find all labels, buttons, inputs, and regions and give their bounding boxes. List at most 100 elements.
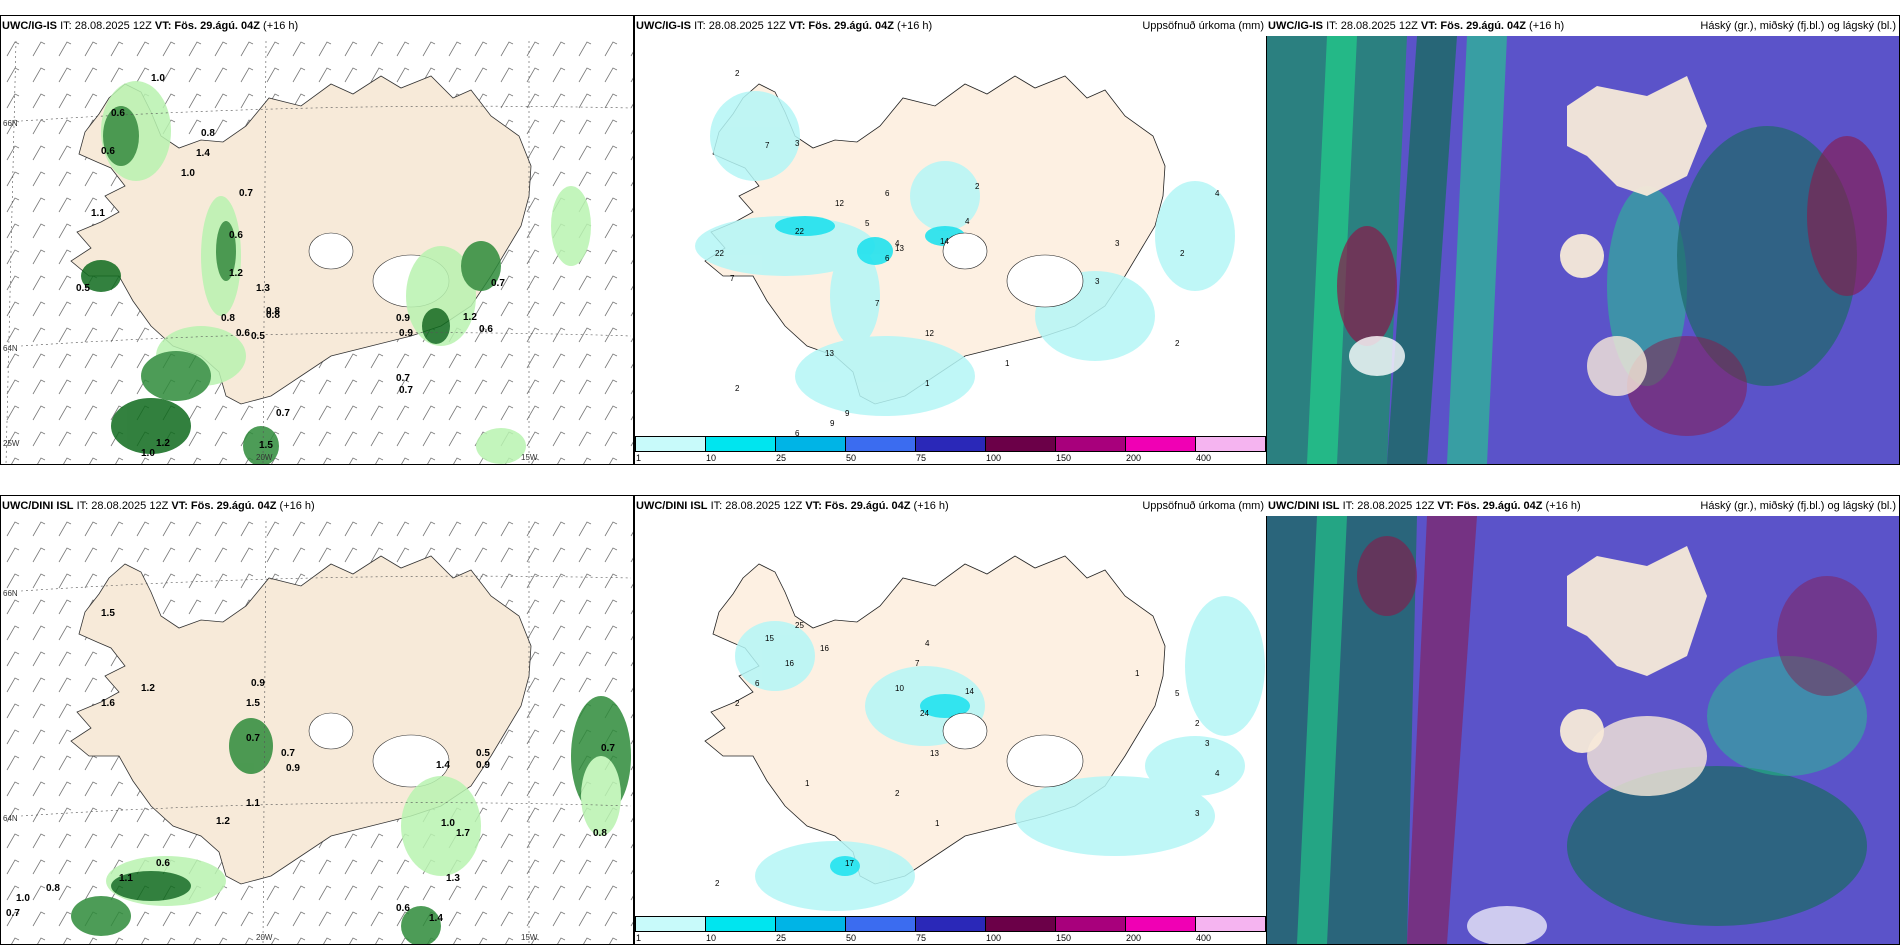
colorbar-tick: 50 — [846, 933, 857, 943]
colorbar-segment — [985, 916, 1056, 932]
accum-value: 2 — [1175, 339, 1180, 348]
precip-value: 1.0 — [441, 818, 455, 829]
accum-value: 17 — [845, 859, 854, 868]
accum-value: 12 — [925, 329, 934, 338]
colorbar-segment — [915, 436, 986, 452]
accum-value: 2 — [1180, 249, 1185, 258]
map-clouds — [1267, 516, 1899, 944]
accum-value: 3 — [1205, 739, 1210, 748]
colorbar-tick: 100 — [986, 933, 1002, 943]
precip-value: 0.9 — [251, 678, 265, 689]
lon-label-15: 15W — [521, 933, 538, 942]
precip-value: 0.6 — [479, 324, 493, 335]
model-name: UWC/IG-IS — [1268, 20, 1323, 32]
precip-value: 0.5 — [476, 748, 490, 759]
valid-time: VT: Fös. 29.ágú. 04Z — [788, 20, 894, 32]
precip-value: 1.0 — [16, 893, 30, 904]
lead-time: (+16 h) — [894, 20, 933, 32]
accum-value: 7 — [765, 141, 770, 150]
precip-value: 0.7 — [399, 385, 413, 396]
colorbar-segment — [915, 916, 986, 932]
valid-time: VT: Fös. 29.ágú. 04Z — [154, 20, 260, 32]
accum-value: 25 — [795, 621, 804, 630]
precip-value: 1.5 — [246, 698, 260, 709]
accum-value: 6 — [755, 679, 760, 688]
panel-header: UWC/DINI ISL IT: 28.08.2025 12Z VT: Fös.… — [635, 496, 1267, 516]
panel-field-title: Háský (gr.), miðský (fj.bl.) og lágský (… — [1700, 20, 1896, 32]
panel-clouds-bottom: UWC/DINI ISL IT: 28.08.2025 12Z VT: Fös.… — [1266, 495, 1900, 945]
valid-time: VT: Fös. 29.ágú. 04Z — [805, 500, 911, 512]
lon-label-15: 15W — [521, 453, 538, 462]
accum-value: 13 — [895, 244, 904, 253]
precip-value: 0.6 — [396, 903, 410, 914]
panel-field-title: Háský (gr.), miðský (fj.bl.) og lágský (… — [1700, 500, 1896, 512]
precip-value: 0.7 — [491, 278, 505, 289]
colorbar-tick: 150 — [1056, 933, 1072, 943]
accum-value: 4 — [925, 639, 930, 648]
precip-value: 1.1 — [91, 208, 105, 219]
precip-value: 0.7 — [6, 908, 20, 919]
colorbar-segment — [1125, 436, 1196, 452]
panel-precip-wind-bottom: UWC/DINI ISL IT: 28.08.2025 12Z VT: Fös.… — [0, 495, 634, 945]
accum-value: 4 — [1215, 189, 1220, 198]
accum-value: 6 — [885, 254, 890, 263]
panel-accum-precip-top: UWC/IG-IS IT: 28.08.2025 12Z VT: Fös. 29… — [634, 15, 1268, 465]
panel-field-title: Uppsöfnuð úrkoma (mm) — [1142, 20, 1264, 32]
colorbar-segment — [1125, 916, 1196, 932]
accum-value: 6 — [795, 429, 800, 438]
init-time: IT: 28.08.2025 12Z — [694, 20, 789, 32]
precip-value: 0.9 — [396, 313, 410, 324]
precip-value: 0.9 — [476, 760, 490, 771]
colorbar-tick: 50 — [846, 453, 857, 463]
precip-value: 0.6 — [236, 328, 250, 339]
colorbar-segment — [845, 436, 916, 452]
accum-value: 1 — [805, 779, 810, 788]
precip-value: 1.3 — [446, 873, 460, 884]
accum-value: 1 — [1005, 359, 1010, 368]
accum-value: 1 — [1135, 669, 1140, 678]
colorbar-tick: 150 — [1056, 453, 1072, 463]
accum-value: 4 — [895, 239, 900, 248]
colorbar-tick: 200 — [1126, 453, 1142, 463]
model-name: UWC/DINI ISL — [1268, 500, 1340, 512]
accum-value: 1 — [925, 379, 930, 388]
model-name: UWC/DINI ISL — [636, 500, 708, 512]
precip-value: 0.8 — [46, 883, 60, 894]
valid-time: VT: Fös. 29.ágú. 04Z — [1420, 20, 1526, 32]
accum-value: 2 — [735, 69, 740, 78]
precip-value: 1.4 — [429, 913, 443, 924]
accum-value: 3 — [1095, 277, 1100, 286]
valid-time: VT: Fös. 29.ágú. 04Z — [171, 500, 277, 512]
lon-label-20: 20W — [256, 453, 273, 462]
accum-value: 2 — [715, 879, 720, 888]
panel-accum-precip-bottom: UWC/DINI ISL IT: 28.08.2025 12Z VT: Fös.… — [634, 495, 1268, 945]
accum-value: 13 — [930, 749, 939, 758]
precip-value: 0.6 — [229, 230, 243, 241]
colorbar-tick: 10 — [706, 933, 717, 943]
colorbar-segment — [1055, 916, 1126, 932]
precip-value: 0.8 — [593, 828, 607, 839]
model-name: UWC/IG-IS — [2, 20, 57, 32]
precip-value: 1.2 — [216, 816, 230, 827]
precip-value: 0.7 — [601, 743, 615, 754]
map-precip-wind: 66N 64N 20W 15W 25W 1.0 0.6 0.8 0.6 1.0 … — [1, 36, 633, 464]
model-name: UWC/DINI ISL — [2, 500, 74, 512]
accum-value: 5 — [865, 219, 870, 228]
precip-value: 0.8 — [266, 306, 280, 317]
lead-time: (+16 h) — [276, 500, 315, 512]
accum-value: 2 — [895, 789, 900, 798]
accum-value: 2 — [735, 699, 740, 708]
lead-time: (+16 h) — [260, 20, 299, 32]
accum-value: 16 — [785, 659, 794, 668]
precip-value: 0.7 — [396, 373, 410, 384]
lat-label-66: 66N — [3, 589, 18, 598]
colorbar-segment — [775, 916, 846, 932]
colorbar-segment — [635, 436, 706, 452]
precip-value: 1.2 — [463, 312, 477, 323]
panel-clouds-top: UWC/IG-IS IT: 28.08.2025 12Z VT: Fös. 29… — [1266, 15, 1900, 465]
colorbar-tick: 200 — [1126, 933, 1142, 943]
precip-value: 0.6 — [156, 858, 170, 869]
accum-value: 5 — [1175, 689, 1180, 698]
panel-header: UWC/DINI ISL IT: 28.08.2025 12Z VT: Fös.… — [1, 496, 633, 516]
accum-value: 12 — [835, 199, 844, 208]
